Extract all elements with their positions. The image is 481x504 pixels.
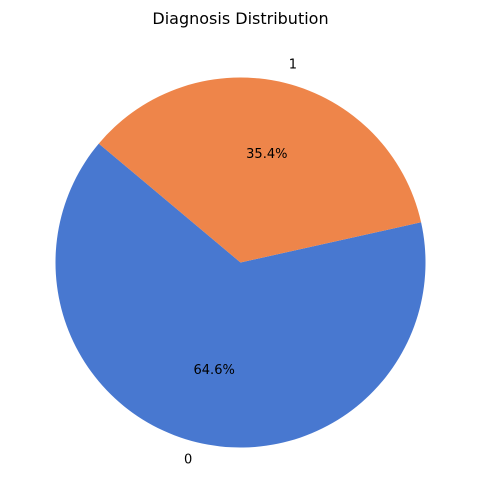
pie-slices [55,77,426,448]
pie-pct-label-1: 35.4% [246,147,287,162]
pie-slice-1 [98,77,422,263]
chart-title: Diagnosis Distribution [152,9,328,28]
pie-pct-label-0: 64.6% [194,363,235,378]
pie-slice-0 [55,143,426,448]
pie-category-label-1: 1 [289,57,297,72]
pie-labels: 64.6% 0 35.4% 1 [184,57,297,467]
pie-category-label-0: 0 [184,453,192,468]
